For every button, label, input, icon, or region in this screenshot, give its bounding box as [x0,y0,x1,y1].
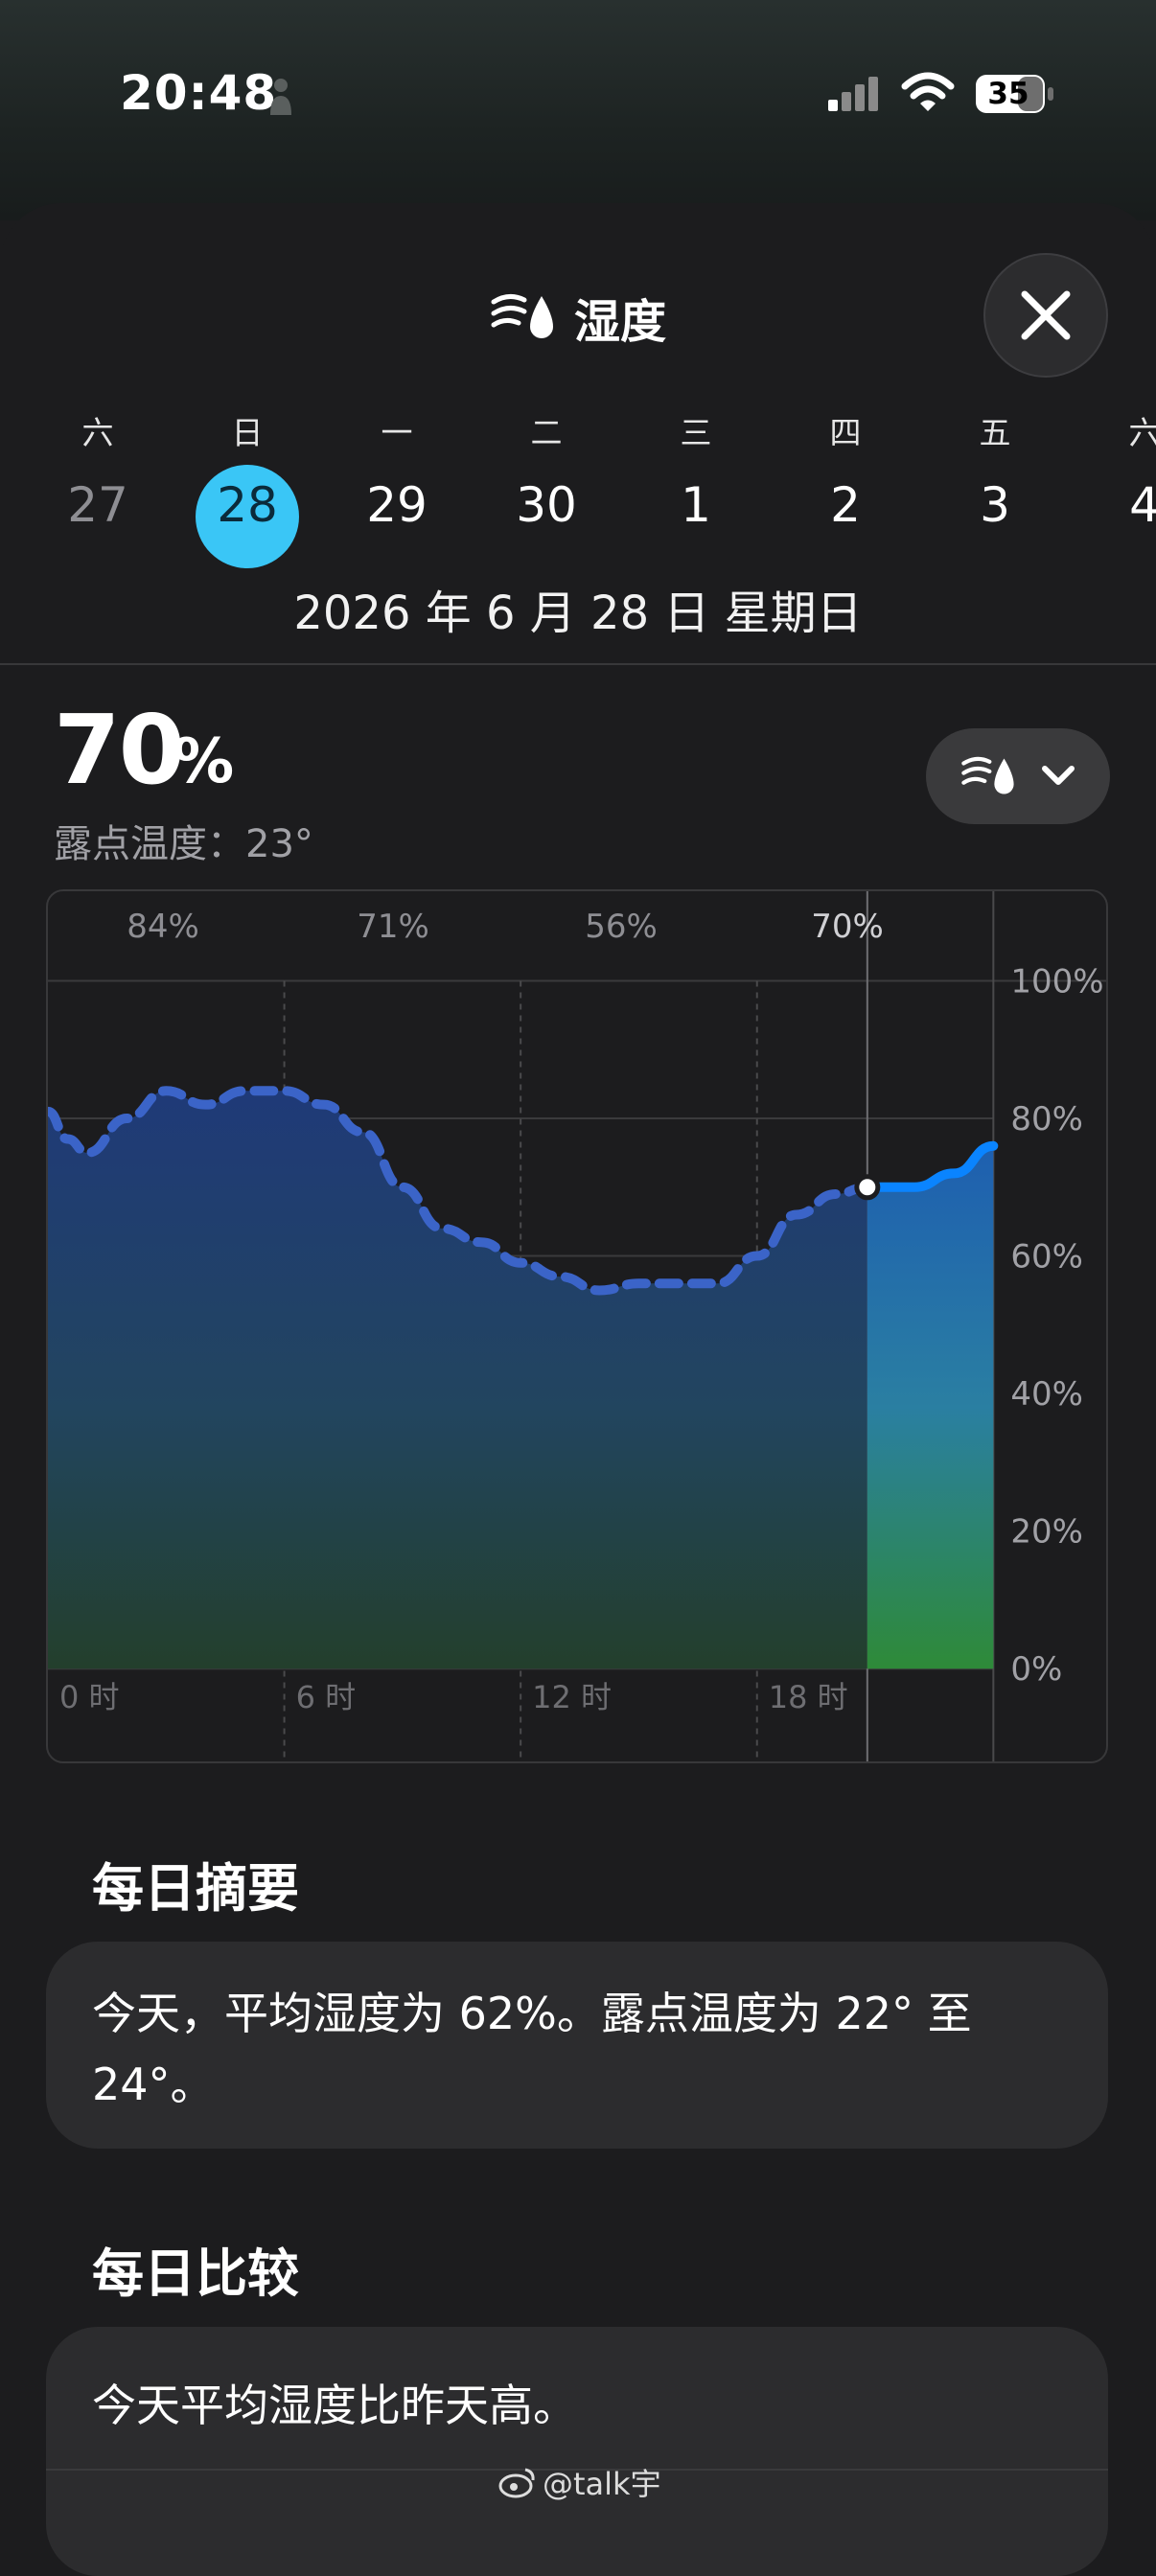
selected-day-indicator [196,465,299,568]
chart-canvas: 100% 80% 60% 40% 20% 0% 0 时 6 时 12 时 18 时 84% 71% 56… [48,891,1106,1761]
daily-summary-text: 今天，平均湿度为 62%。露点温度为 22° 至 24°。 [92,1988,972,2110]
y-tick-label: 0% [1010,1650,1062,1689]
x-tick-label: 6 时 [296,1679,357,1715]
y-tick-label: 100% [1010,962,1103,1000]
metric-picker-button[interactable] [926,728,1110,824]
chart-top-label: 84% [127,908,199,946]
current-humidity-value: 70 [54,694,185,806]
chart-top-label: 71% [357,908,429,946]
day-button-28[interactable]: 28 [217,477,278,533]
day-button-2[interactable]: 2 [830,477,861,533]
wifi-icon [901,72,955,111]
divider [0,663,1156,665]
weekday-label: 六 [81,414,114,451]
past-humidity-area [48,1091,867,1669]
chart-top-label: 56% [585,908,658,946]
day-button-4[interactable]: 4 [1129,477,1156,533]
selected-date-label: 2026 年 6 月 28 日 星期日 [293,586,863,640]
cellular-signal-icon [828,77,878,111]
weekday-label: 三 [680,414,712,451]
weekday-label: 一 [381,414,413,451]
battery-level: 35 [987,77,1029,111]
x-tick-label: 12 时 [532,1679,612,1715]
y-tick-label: 40% [1010,1375,1083,1414]
y-tick-label: 20% [1010,1513,1083,1552]
daily-summary-title: 每日摘要 [92,1858,299,1919]
humidity-icon [491,294,553,338]
weekday-label: 四 [829,414,862,451]
daily-comparison-title: 每日比较 [92,2243,299,2304]
weekday-label: 二 [530,414,563,451]
day-button-1[interactable]: 1 [681,477,711,533]
humidity-chart[interactable]: 100% 80% 60% 40% 20% 0% 0 时 6 时 12 时 18 时 84% 71% 56… [46,889,1108,1763]
daily-summary-card [46,1942,1108,2149]
day-button-29[interactable]: 29 [366,477,428,533]
status-time: 20:48 [120,65,278,121]
daily-comparison-card [46,2327,1108,2576]
person-icon [270,79,291,115]
past-humidity-line [48,1086,872,1296]
y-tick-label: 80% [1010,1100,1083,1138]
card-divider [46,2469,1108,2471]
forecast-humidity-area [867,1145,994,1669]
day-button-30[interactable]: 30 [516,477,577,533]
chevron-down-icon [1042,766,1075,785]
day-button-27[interactable]: 27 [67,477,128,533]
close-button[interactable] [983,253,1108,378]
weekday-label: 五 [979,414,1011,451]
dewpoint-label: 露点温度：23° [54,822,313,866]
day-button-3[interactable]: 3 [980,477,1010,533]
daily-comparison-text: 今天平均湿度比昨天高。 [92,2380,577,2431]
x-tick-label: 0 时 [59,1679,120,1715]
sheet-title: 湿度 [573,295,666,349]
chart-top-label: 70% [811,908,884,946]
weibo-logo-icon [498,2468,535,2498]
x-tick-label: 18 时 [769,1679,848,1715]
watermark-text: @talk宇 [543,2466,661,2502]
y-tick-label: 60% [1010,1238,1083,1276]
humidity-icon [961,756,1014,794]
current-point-marker [854,1174,881,1201]
watermark: @talk宇 [498,2461,671,2503]
current-humidity-unit: % [173,726,235,797]
sheet-header: 湿度 [0,284,1156,351]
background-photo [0,0,1156,220]
weekday-label: 六 [1128,414,1156,451]
battery-icon [976,75,1053,113]
weekday-label: 日 [231,414,264,451]
close-icon [1021,290,1071,340]
